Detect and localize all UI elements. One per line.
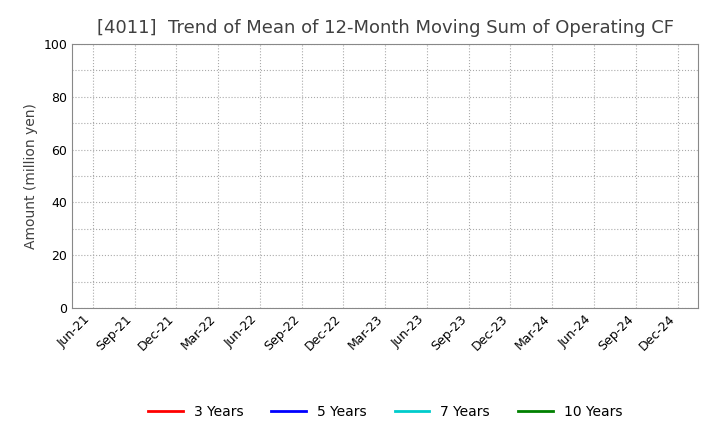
Y-axis label: Amount (million yen): Amount (million yen) (24, 103, 37, 249)
Title: [4011]  Trend of Mean of 12-Month Moving Sum of Operating CF: [4011] Trend of Mean of 12-Month Moving … (96, 19, 674, 37)
Legend: 3 Years, 5 Years, 7 Years, 10 Years: 3 Years, 5 Years, 7 Years, 10 Years (143, 400, 628, 425)
